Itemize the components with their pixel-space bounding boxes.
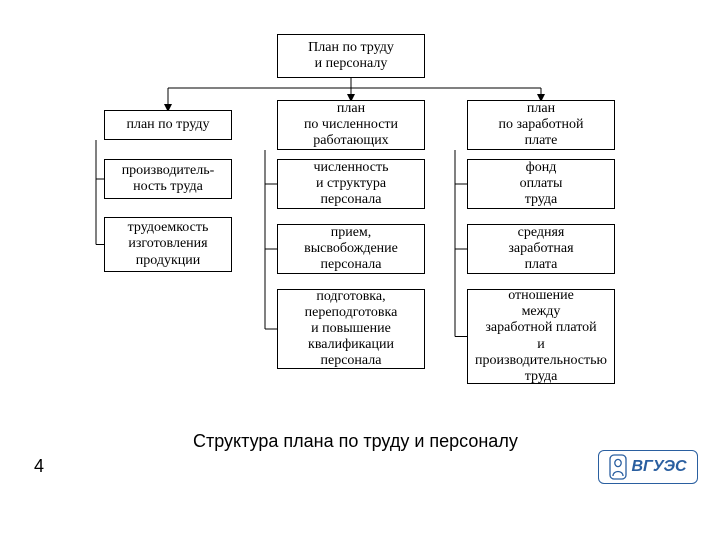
col2-head: планпо заработнойплате (467, 100, 615, 150)
logo-badge: ВГУЭС (598, 450, 698, 484)
diagram-caption: Структура плана по труду и персоналу (193, 431, 518, 452)
col0-head: план по труду (104, 110, 232, 140)
page-number: 4 (34, 456, 44, 477)
col2-item-2: отношениемеждузаработной платойипроизвод… (467, 289, 615, 384)
col1-head: планпо численностиработающих (277, 100, 425, 150)
col0-item-0: производитель-ность труда (104, 159, 232, 199)
col2-item-1: средняязаработнаяплата (467, 224, 615, 274)
logo-icon (609, 454, 627, 480)
col2-item-0: фондоплатытруда (467, 159, 615, 209)
col1-item-1: прием,высвобождениеперсонала (277, 224, 425, 274)
col1-item-2: подготовка,переподготовкаи повышениеквал… (277, 289, 425, 369)
root-node: План по трудуи персоналу (277, 34, 425, 78)
logo-text: ВГУЭС (631, 458, 686, 476)
col0-item-1: трудоемкостьизготовленияпродукции (104, 217, 232, 272)
col1-item-0: численностьи структураперсонала (277, 159, 425, 209)
